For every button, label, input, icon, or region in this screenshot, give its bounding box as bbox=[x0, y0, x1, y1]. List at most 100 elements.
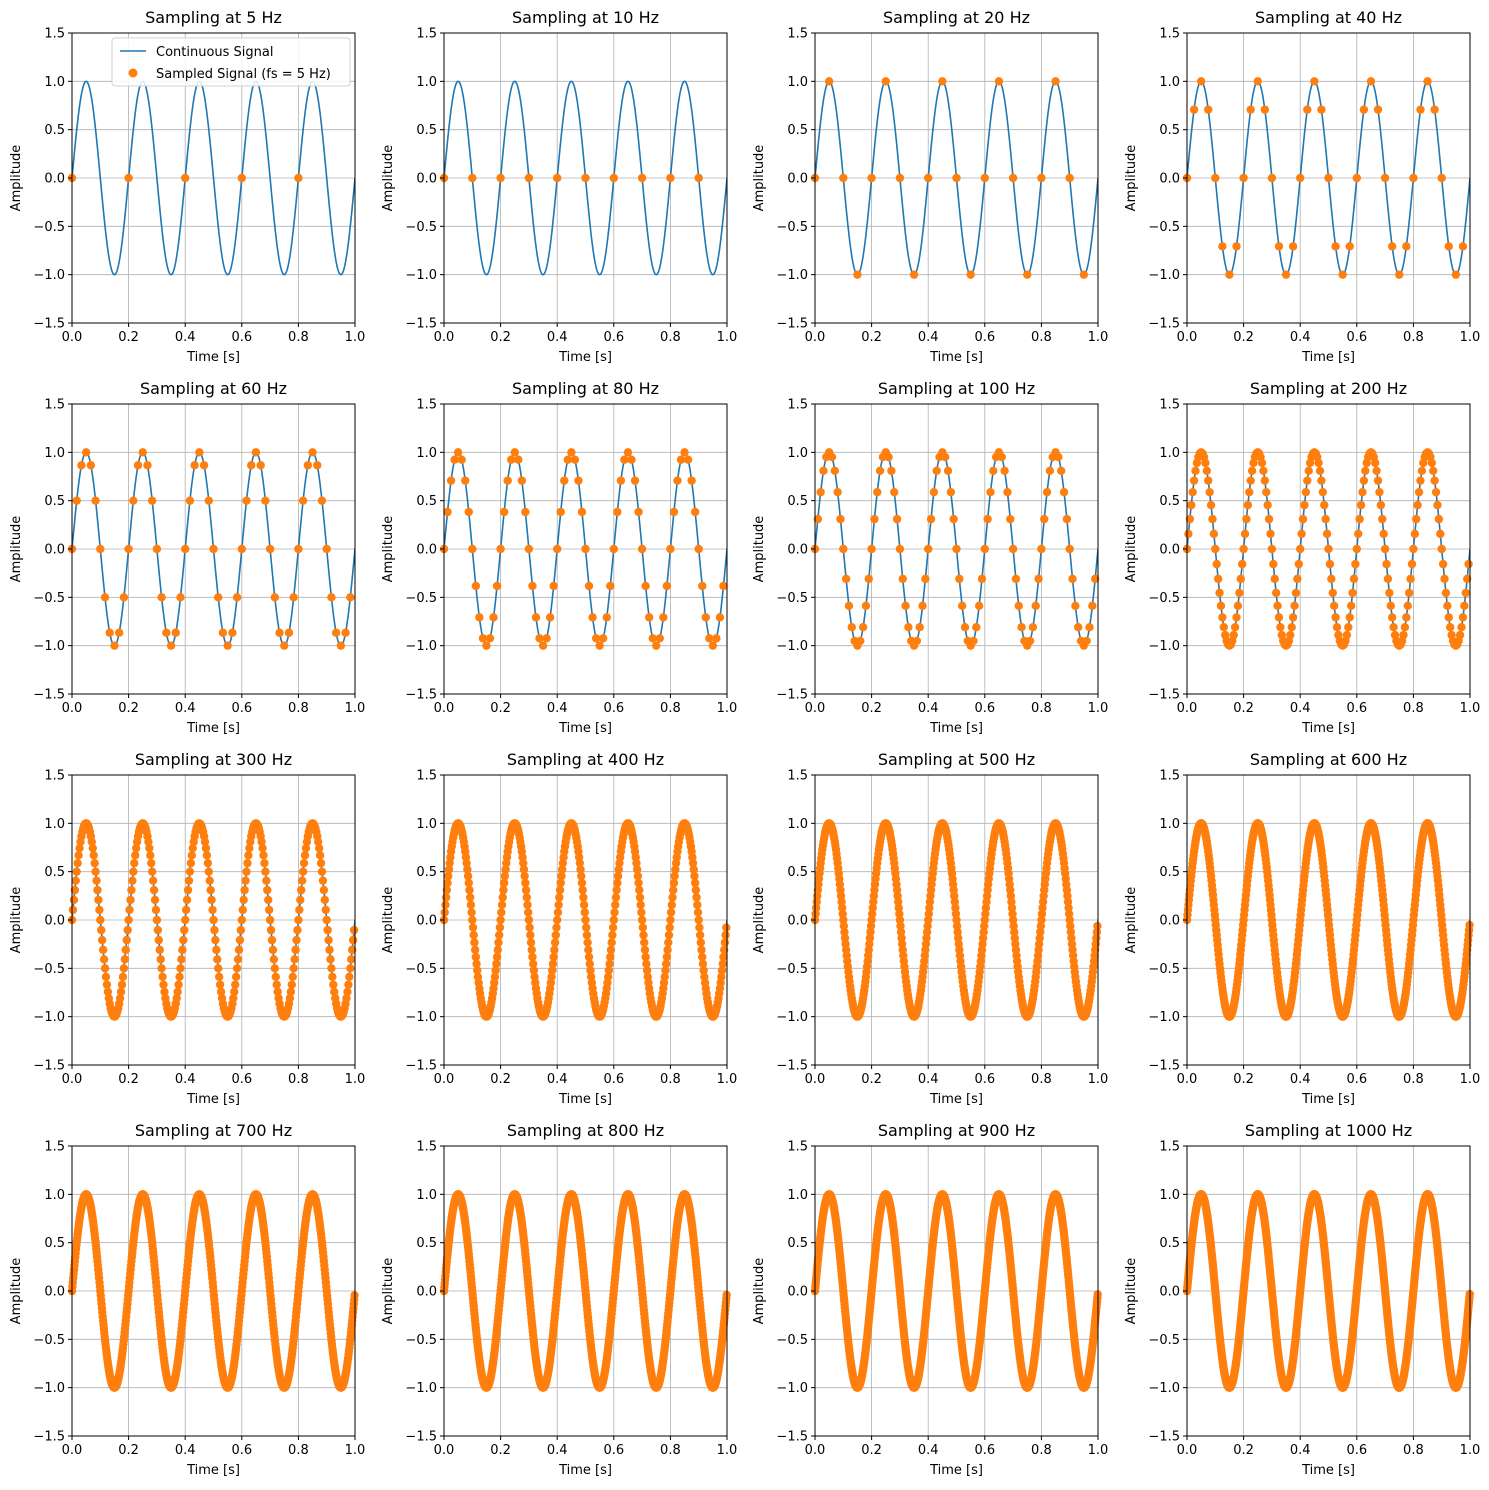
sample-point bbox=[1352, 544, 1362, 554]
x-tick-label: 0.0 bbox=[805, 701, 826, 716]
y-tick-label: 1.0 bbox=[44, 817, 65, 832]
sample-point bbox=[201, 843, 211, 853]
sample-point bbox=[99, 955, 109, 964]
sample-point bbox=[152, 544, 162, 554]
sample-point bbox=[901, 601, 910, 611]
sample-point bbox=[708, 641, 718, 650]
y-tick-label: −0.5 bbox=[405, 1333, 437, 1348]
sample-point bbox=[299, 858, 309, 868]
sample-point bbox=[611, 900, 620, 910]
sample-point bbox=[215, 980, 225, 989]
y-tick-label: 1.5 bbox=[416, 27, 437, 42]
sample-point bbox=[127, 885, 136, 895]
sample-point bbox=[1460, 601, 1469, 611]
y-tick-label: −0.5 bbox=[33, 1333, 65, 1348]
sample-point bbox=[300, 851, 310, 860]
sample-point bbox=[717, 972, 726, 982]
sampled-points bbox=[439, 173, 703, 183]
sample-point bbox=[525, 923, 534, 932]
sample-point bbox=[1051, 77, 1060, 86]
y-tick-label: 0.0 bbox=[787, 172, 808, 187]
sample-point bbox=[1409, 173, 1418, 183]
sample-point bbox=[1065, 544, 1074, 554]
sample-point bbox=[890, 487, 899, 497]
sample-point bbox=[105, 628, 114, 637]
y-tick-label: 0.0 bbox=[44, 543, 65, 558]
x-tick-label: 0.6 bbox=[603, 1443, 624, 1458]
sample-point bbox=[171, 628, 180, 637]
sample-point bbox=[866, 921, 876, 931]
x-tick-label: 0.2 bbox=[861, 701, 882, 716]
sample-point bbox=[260, 858, 269, 868]
sample-point bbox=[1400, 623, 1410, 632]
sample-point bbox=[205, 876, 214, 885]
x-tick-label: 0.8 bbox=[288, 1072, 309, 1087]
sample-point bbox=[553, 908, 563, 917]
sampled-points bbox=[810, 1190, 1102, 1392]
sample-point bbox=[176, 593, 185, 602]
sample-point bbox=[298, 867, 308, 876]
sample-point bbox=[294, 173, 303, 183]
panel-title: Sampling at 500 Hz bbox=[878, 750, 1035, 769]
sample-point bbox=[202, 851, 212, 860]
y-tick-label: −0.5 bbox=[1148, 591, 1180, 606]
sample-point bbox=[242, 496, 251, 505]
sample-point bbox=[581, 915, 590, 925]
sample-point bbox=[120, 955, 130, 964]
sample-point bbox=[1092, 927, 1102, 937]
sample-point bbox=[1370, 458, 1380, 468]
sample-point bbox=[695, 930, 705, 940]
sample-point bbox=[343, 987, 352, 997]
sample-point bbox=[173, 987, 182, 997]
sample-point bbox=[606, 952, 615, 962]
x-axis-label: Time [s] bbox=[558, 721, 612, 736]
sample-point bbox=[1403, 601, 1412, 611]
y-tick-label: 1.5 bbox=[44, 398, 65, 413]
sample-point bbox=[712, 634, 721, 643]
sample-point bbox=[633, 871, 643, 881]
sample-point bbox=[90, 858, 99, 868]
sample-point bbox=[214, 593, 223, 602]
sample-point bbox=[523, 908, 533, 917]
sample-point bbox=[256, 461, 265, 470]
sample-point bbox=[994, 77, 1004, 86]
sample-point bbox=[1040, 514, 1049, 524]
sample-point bbox=[471, 581, 481, 591]
sample-point bbox=[557, 871, 566, 881]
sample-point bbox=[1068, 574, 1077, 584]
sample-point bbox=[867, 544, 876, 554]
x-tick-label: 0.8 bbox=[1403, 1072, 1424, 1087]
sample-point bbox=[74, 851, 83, 860]
y-tick-label: 0.0 bbox=[416, 1285, 437, 1300]
sample-point bbox=[148, 876, 158, 885]
sample-point bbox=[1379, 529, 1388, 539]
sample-point bbox=[89, 851, 98, 860]
sample-point bbox=[214, 964, 223, 973]
sample-point bbox=[609, 544, 618, 554]
sample-point bbox=[1028, 623, 1038, 632]
sample-point bbox=[514, 455, 523, 464]
sample-point bbox=[578, 885, 587, 895]
sample-point bbox=[463, 865, 472, 874]
y-tick-label: −1.5 bbox=[776, 1059, 808, 1074]
sample-point bbox=[692, 893, 701, 902]
sample-point bbox=[230, 987, 239, 997]
sample-point bbox=[465, 893, 475, 902]
y-tick-label: −1.5 bbox=[33, 1430, 65, 1445]
sample-point bbox=[1342, 630, 1352, 640]
sample-point bbox=[966, 270, 975, 279]
sample-point bbox=[1412, 514, 1421, 524]
sample-point bbox=[858, 623, 868, 632]
sample-point bbox=[462, 858, 471, 868]
sample-point bbox=[866, 927, 875, 937]
x-tick-label: 0.2 bbox=[118, 1072, 139, 1087]
sample-point bbox=[867, 915, 876, 925]
y-axis-label: Amplitude bbox=[9, 145, 24, 212]
y-tick-label: 0.5 bbox=[416, 494, 437, 509]
sample-point bbox=[1065, 173, 1074, 183]
sample-point bbox=[1073, 623, 1083, 632]
sample-point bbox=[1059, 487, 1069, 497]
panel-title: Sampling at 300 Hz bbox=[135, 750, 292, 769]
sample-point bbox=[873, 487, 882, 497]
sample-point bbox=[1090, 574, 1100, 584]
